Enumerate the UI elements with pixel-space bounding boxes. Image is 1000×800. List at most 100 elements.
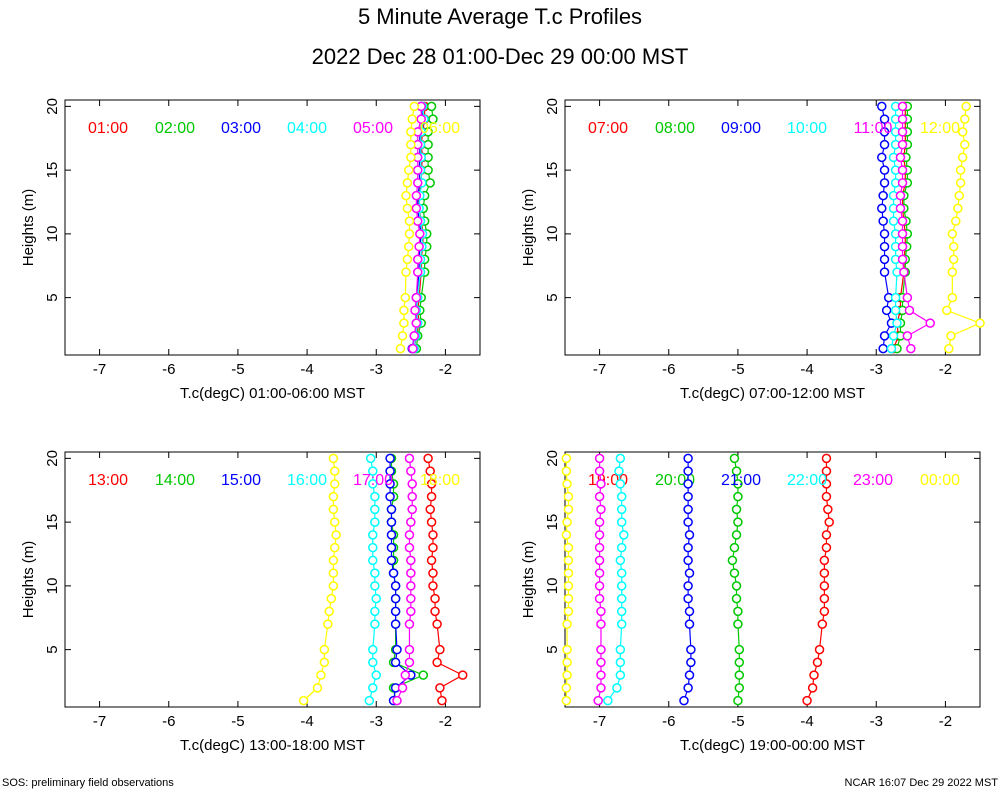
data-point — [435, 644, 445, 655]
data-point — [368, 683, 378, 693]
series-0000: 00:00 — [561, 453, 960, 706]
data-point — [733, 517, 743, 527]
data-point — [323, 619, 333, 629]
chart-panel-4: -7 -6 -5 -4 -3 -2 5 10 15 20 T.c(degC) 19:00-00:00… — [520, 450, 981, 754]
data-point — [819, 568, 830, 578]
data-point — [897, 254, 908, 265]
data-point — [397, 331, 408, 341]
legend-label: 07:00 — [588, 120, 628, 137]
data-point — [386, 504, 397, 515]
data-point — [948, 241, 959, 252]
legend-label: 23:00 — [853, 472, 893, 489]
data-point — [388, 568, 399, 578]
data-point — [594, 453, 605, 464]
data-point — [430, 606, 440, 617]
data-point — [679, 695, 689, 706]
series-0400: 04:00 — [287, 101, 429, 354]
data-point — [330, 517, 340, 527]
data-point — [957, 127, 968, 137]
data-point — [961, 101, 971, 112]
data-point — [428, 581, 438, 591]
legend-label: 16:00 — [287, 472, 327, 489]
y-tick-label: 15 — [44, 514, 61, 531]
data-point — [326, 593, 337, 604]
data-point — [596, 606, 606, 617]
data-point — [426, 555, 437, 566]
data-point — [616, 606, 627, 617]
data-point — [390, 657, 401, 668]
legend-label: 17:00 — [353, 472, 393, 489]
data-point — [824, 517, 834, 527]
y-axis-label: Heights (m) — [520, 189, 537, 267]
data-point — [457, 670, 468, 680]
data-point — [814, 644, 825, 655]
series-0600: 06:00 — [395, 101, 460, 354]
data-point — [615, 453, 626, 464]
data-point — [683, 683, 693, 693]
data-point — [562, 517, 572, 527]
y-tick-label: 10 — [44, 578, 61, 595]
data-point — [731, 466, 742, 476]
y-tick-label: 20 — [544, 98, 561, 115]
x-tick-label: -7 — [593, 361, 606, 378]
data-point — [615, 657, 626, 668]
x-tick-label: -5 — [731, 713, 744, 730]
data-point — [615, 479, 626, 489]
y-tick-label: 5 — [544, 293, 561, 301]
data-point — [944, 343, 954, 354]
data-point — [819, 606, 830, 617]
data-point — [404, 229, 415, 239]
x-tick-label: -6 — [662, 713, 675, 730]
data-point — [413, 178, 423, 188]
data-point — [684, 670, 695, 680]
legend-label: 02:00 — [155, 120, 195, 137]
x-tick-label: -2 — [939, 361, 952, 378]
series-0200: 02:00 — [155, 101, 438, 354]
data-point — [733, 619, 743, 629]
plot-frame — [64, 99, 481, 356]
data-point — [942, 305, 952, 316]
x-axis-label: T.c(degC) 01:00-06:00 MST — [180, 385, 365, 402]
data-point — [368, 479, 378, 489]
data-point — [404, 453, 415, 464]
y-axis-label: Heights (m) — [520, 541, 537, 619]
data-point — [392, 644, 402, 655]
data-point — [370, 619, 380, 629]
data-point — [821, 530, 832, 540]
data-point — [809, 670, 819, 680]
data-point — [423, 139, 433, 150]
data-point — [406, 152, 416, 163]
data-point — [406, 568, 416, 578]
data-point — [734, 644, 745, 655]
y-axis-label: Heights (m) — [20, 541, 37, 619]
data-point — [877, 203, 887, 214]
data-point — [892, 318, 902, 328]
data-point — [413, 165, 423, 175]
series-1400: 14:00 — [155, 453, 429, 706]
data-point — [947, 292, 958, 303]
series-1500: 15:00 — [221, 453, 416, 706]
data-point — [411, 203, 422, 214]
legend-label: 13:00 — [88, 472, 128, 489]
data-point — [416, 114, 426, 124]
data-point — [563, 581, 574, 591]
data-point — [947, 267, 958, 277]
plot-frame — [564, 451, 981, 708]
series-0100: 01:00 — [88, 101, 430, 354]
data-point — [594, 568, 605, 578]
x-tick-label: -2 — [439, 713, 452, 730]
legend-label: 22:00 — [787, 472, 827, 489]
data-point — [906, 343, 916, 354]
y-tick-label: 20 — [44, 98, 61, 115]
data-point — [819, 593, 830, 604]
data-point — [406, 466, 416, 476]
data-point — [897, 127, 908, 137]
y-tick-label: 5 — [44, 645, 61, 653]
data-point — [895, 190, 906, 201]
data-point — [904, 305, 915, 316]
data-point — [879, 229, 890, 239]
data-point — [390, 619, 401, 629]
x-tick-label: -3 — [870, 361, 883, 378]
chart-panel-3: -7 -6 -5 -4 -3 -2 5 10 15 20 T.c(degC) 13:00-18:00… — [20, 450, 481, 754]
